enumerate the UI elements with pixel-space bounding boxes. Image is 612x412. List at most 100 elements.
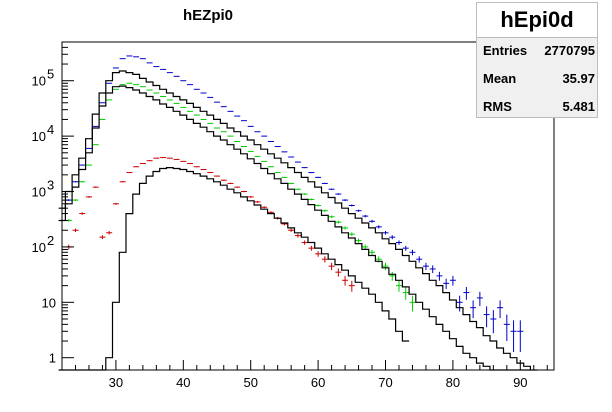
- data-point: [389, 271, 396, 281]
- data-point: [288, 182, 295, 185]
- data-point: [187, 163, 194, 165]
- data-point: [79, 181, 86, 183]
- data-point: [106, 231, 113, 235]
- data-point: [476, 291, 483, 307]
- series-5: [58, 167, 410, 371]
- data-point: [146, 160, 153, 162]
- data-point: [342, 199, 349, 202]
- data-point: [355, 238, 362, 243]
- data-point: [449, 275, 456, 286]
- data-point: [99, 235, 106, 240]
- data-point: [200, 168, 207, 170]
- data-point: [497, 300, 504, 319]
- data-point: [321, 209, 328, 212]
- data-point: [389, 235, 396, 240]
- data-point: [315, 204, 322, 207]
- stats-label: Entries: [483, 43, 528, 58]
- chart-title: hEZpi0: [183, 7, 233, 24]
- data-point: [503, 314, 510, 342]
- data-point: [133, 166, 140, 168]
- series-2: [65, 82, 416, 312]
- series-0: [65, 55, 524, 352]
- y-tick-exponent: 2: [47, 233, 54, 248]
- y-tick-exponent: 5: [47, 67, 54, 82]
- series-4: [65, 157, 355, 292]
- data-point: [254, 200, 261, 203]
- data-point: [247, 196, 254, 198]
- series-layer: [58, 55, 538, 371]
- data-point: [308, 245, 315, 251]
- data-point: [342, 226, 349, 230]
- data-point: [348, 232, 355, 237]
- data-point: [85, 196, 92, 198]
- data-point: [247, 150, 254, 152]
- data-point: [342, 275, 349, 286]
- x-tick-label: 70: [378, 375, 392, 390]
- data-point: [456, 295, 463, 312]
- stats-value: 2770795: [544, 43, 595, 58]
- data-point: [92, 144, 99, 146]
- data-point: [315, 251, 322, 257]
- data-point: [267, 140, 274, 142]
- data-point: [315, 176, 322, 178]
- histogram-step-line: [58, 85, 531, 371]
- x-tick-label: 30: [109, 375, 123, 390]
- data-point: [92, 186, 99, 188]
- data-point: [281, 176, 288, 178]
- data-point: [220, 179, 227, 181]
- data-point: [328, 188, 335, 190]
- stats-value: 35.97: [562, 71, 595, 86]
- y-tick-label: 10: [32, 240, 46, 255]
- data-point: [395, 240, 402, 245]
- y-tick-label: 10: [32, 74, 46, 89]
- data-point: [119, 181, 126, 183]
- data-point: [335, 193, 342, 195]
- y-tick-exponent: 3: [47, 178, 54, 193]
- stats-box: hEpi0d Entries 2770795 Mean 35.97 RMS 5.…: [476, 2, 598, 118]
- data-point: [72, 181, 79, 183]
- x-tick-label: 40: [176, 375, 190, 390]
- x-tick-label: 50: [243, 375, 257, 390]
- data-point: [160, 157, 167, 159]
- data-point: [335, 268, 342, 277]
- data-point: [308, 198, 315, 201]
- data-point: [139, 163, 146, 165]
- y-tick-label: 10: [42, 295, 56, 310]
- data-point: [294, 188, 301, 190]
- y-tick-label: 1: [49, 351, 56, 366]
- stats-row-rms: RMS 5.481: [483, 99, 595, 119]
- data-point: [173, 158, 180, 160]
- data-point: [328, 215, 335, 219]
- y-tick-exponent: 4: [47, 122, 54, 137]
- data-point: [395, 280, 402, 292]
- data-point: [301, 167, 308, 169]
- data-point: [281, 151, 288, 153]
- data-point: [234, 186, 241, 188]
- data-point: [180, 160, 187, 162]
- data-point: [369, 219, 376, 223]
- data-point: [409, 295, 416, 312]
- data-point: [112, 202, 119, 205]
- data-point: [227, 182, 234, 185]
- y-tick-label: 10: [32, 129, 46, 144]
- data-point: [510, 320, 517, 352]
- histogram-step-line: [58, 70, 538, 371]
- data-point: [240, 190, 247, 193]
- data-point: [126, 172, 133, 174]
- data-point: [463, 287, 470, 300]
- stats-histogram-name: hEpi0d: [477, 3, 597, 38]
- data-point: [240, 145, 247, 147]
- data-point: [409, 249, 416, 256]
- data-point: [267, 166, 274, 168]
- data-point: [254, 155, 261, 157]
- data-point: [335, 220, 342, 224]
- series-1: [58, 70, 538, 371]
- data-point: [79, 212, 86, 215]
- axes-layer: [61, 41, 555, 371]
- data-point: [321, 182, 328, 185]
- data-point: [72, 228, 79, 233]
- series-3: [58, 85, 531, 371]
- data-point: [274, 172, 281, 174]
- plot-frame: [61, 41, 555, 371]
